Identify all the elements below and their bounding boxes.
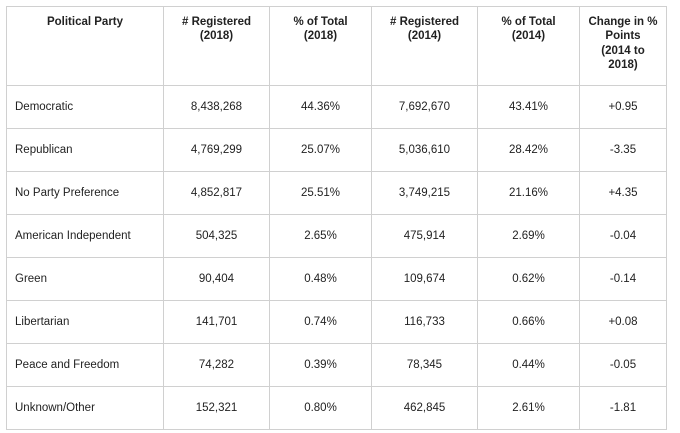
header-line: Change in % [588, 16, 658, 28]
cell-registered-2014: 462,845 [371, 386, 478, 430]
cell-change-pct-points: -1.81 [579, 386, 667, 430]
cell-change-pct-points: +0.08 [579, 300, 667, 344]
table-body: Democratic 8,438,268 44.36% 7,692,670 43.41%… [6, 85, 667, 430]
table-row: American Independent 504,325 2.65% 475,914 2… [6, 214, 667, 258]
cell-change-pct-points: +4.35 [579, 171, 667, 215]
cell-registered-2014: 7,692,670 [371, 85, 478, 129]
cell-pct-total-2018: 0.48% [269, 257, 372, 301]
cell-registered-2018: 8,438,268 [163, 85, 270, 129]
header-line: Political Party [46, 16, 124, 28]
cell-pct-total-2018: 2.65% [269, 214, 372, 258]
cell-pct-total-2018: 0.74% [269, 300, 372, 344]
header-registered-2014: # Registered (2014) [371, 6, 478, 86]
table-row: Unknown/Other 152,321 0.80% 462,845 2.61% -1.… [6, 386, 667, 430]
header-line: # Registered [181, 16, 252, 28]
header-line: (2018) [199, 30, 234, 43]
cell-pct-total-2014: 21.16% [477, 171, 580, 215]
header-line: (2018) [303, 30, 338, 43]
cell-party: Green [6, 257, 164, 301]
cell-pct-total-2018: 25.51% [269, 171, 372, 215]
cell-change-pct-points: +0.95 [579, 85, 667, 129]
cell-pct-total-2014: 0.62% [477, 257, 580, 301]
table-row: Democratic 8,438,268 44.36% 7,692,670 43.41%… [6, 85, 667, 129]
header-line: (2014 to 2018) [601, 44, 645, 72]
header-pct-total-2014: % of Total (2014) [477, 6, 580, 86]
cell-pct-total-2018: 25.07% [269, 128, 372, 172]
cell-pct-total-2018: 0.80% [269, 386, 372, 430]
cell-registered-2018: 504,325 [163, 214, 270, 258]
cell-pct-total-2018: 0.39% [269, 343, 372, 387]
table-row: Libertarian 141,701 0.74% 116,733 0.66% +0.08 [6, 300, 667, 344]
cell-party: American Independent [6, 214, 164, 258]
cell-registered-2018: 90,404 [163, 257, 270, 301]
cell-registered-2018: 141,701 [163, 300, 270, 344]
cell-registered-2014: 116,733 [371, 300, 478, 344]
cell-party: Republican [6, 128, 164, 172]
cell-change-pct-points: -0.04 [579, 214, 667, 258]
cell-change-pct-points: -3.35 [579, 128, 667, 172]
header-change-pct-points: Change in % Points (2014 to 2018) [579, 6, 667, 86]
cell-party: No Party Preference [6, 171, 164, 215]
cell-change-pct-points: -0.14 [579, 257, 667, 301]
cell-pct-total-2018: 44.36% [269, 85, 372, 129]
header-registered-2018: # Registered (2018) [163, 6, 270, 86]
cell-registered-2018: 152,321 [163, 386, 270, 430]
table-row: Peace and Freedom 74,282 0.39% 78,345 0.44% -… [6, 343, 667, 387]
cell-pct-total-2014: 0.44% [477, 343, 580, 387]
cell-pct-total-2014: 0.66% [477, 300, 580, 344]
cell-party: Libertarian [6, 300, 164, 344]
cell-pct-total-2014: 43.41% [477, 85, 580, 129]
cell-registered-2018: 4,769,299 [163, 128, 270, 172]
cell-registered-2014: 3,749,215 [371, 171, 478, 215]
cell-pct-total-2014: 2.69% [477, 214, 580, 258]
cell-registered-2014: 475,914 [371, 214, 478, 258]
cell-pct-total-2014: 28.42% [477, 128, 580, 172]
cell-party: Democratic [6, 85, 164, 129]
cell-registered-2018: 74,282 [163, 343, 270, 387]
header-political-party: Political Party [6, 6, 164, 86]
cell-party: Unknown/Other [6, 386, 164, 430]
table-row: No Party Preference 4,852,817 25.51% 3,749,… [6, 171, 667, 215]
table-row: Republican 4,769,299 25.07% 5,036,610 28.42%… [6, 128, 667, 172]
registration-table-container: Political Party # Registered (2018)% of To… [6, 6, 667, 430]
header-line: # Registered [389, 16, 460, 28]
header-line: % of Total [501, 16, 556, 28]
header-line: % of Total [293, 16, 348, 28]
header-line: (2014) [407, 30, 442, 43]
header-line: (2014) [511, 30, 546, 43]
cell-pct-total-2014: 2.61% [477, 386, 580, 430]
cell-party: Peace and Freedom [6, 343, 164, 387]
cell-registered-2014: 78,345 [371, 343, 478, 387]
cell-registered-2018: 4,852,817 [163, 171, 270, 215]
cell-registered-2014: 5,036,610 [371, 128, 478, 172]
party-registration-table: Political Party # Registered (2018)% of To… [6, 6, 667, 430]
header-pct-total-2018: % of Total (2018) [269, 6, 372, 86]
table-header-row: Political Party # Registered (2018)% of To… [6, 6, 667, 86]
cell-registered-2014: 109,674 [371, 257, 478, 301]
cell-change-pct-points: -0.05 [579, 343, 667, 387]
table-row: Green 90,404 0.48% 109,674 0.62% -0.14 [6, 257, 667, 301]
header-line: Points [605, 30, 641, 43]
